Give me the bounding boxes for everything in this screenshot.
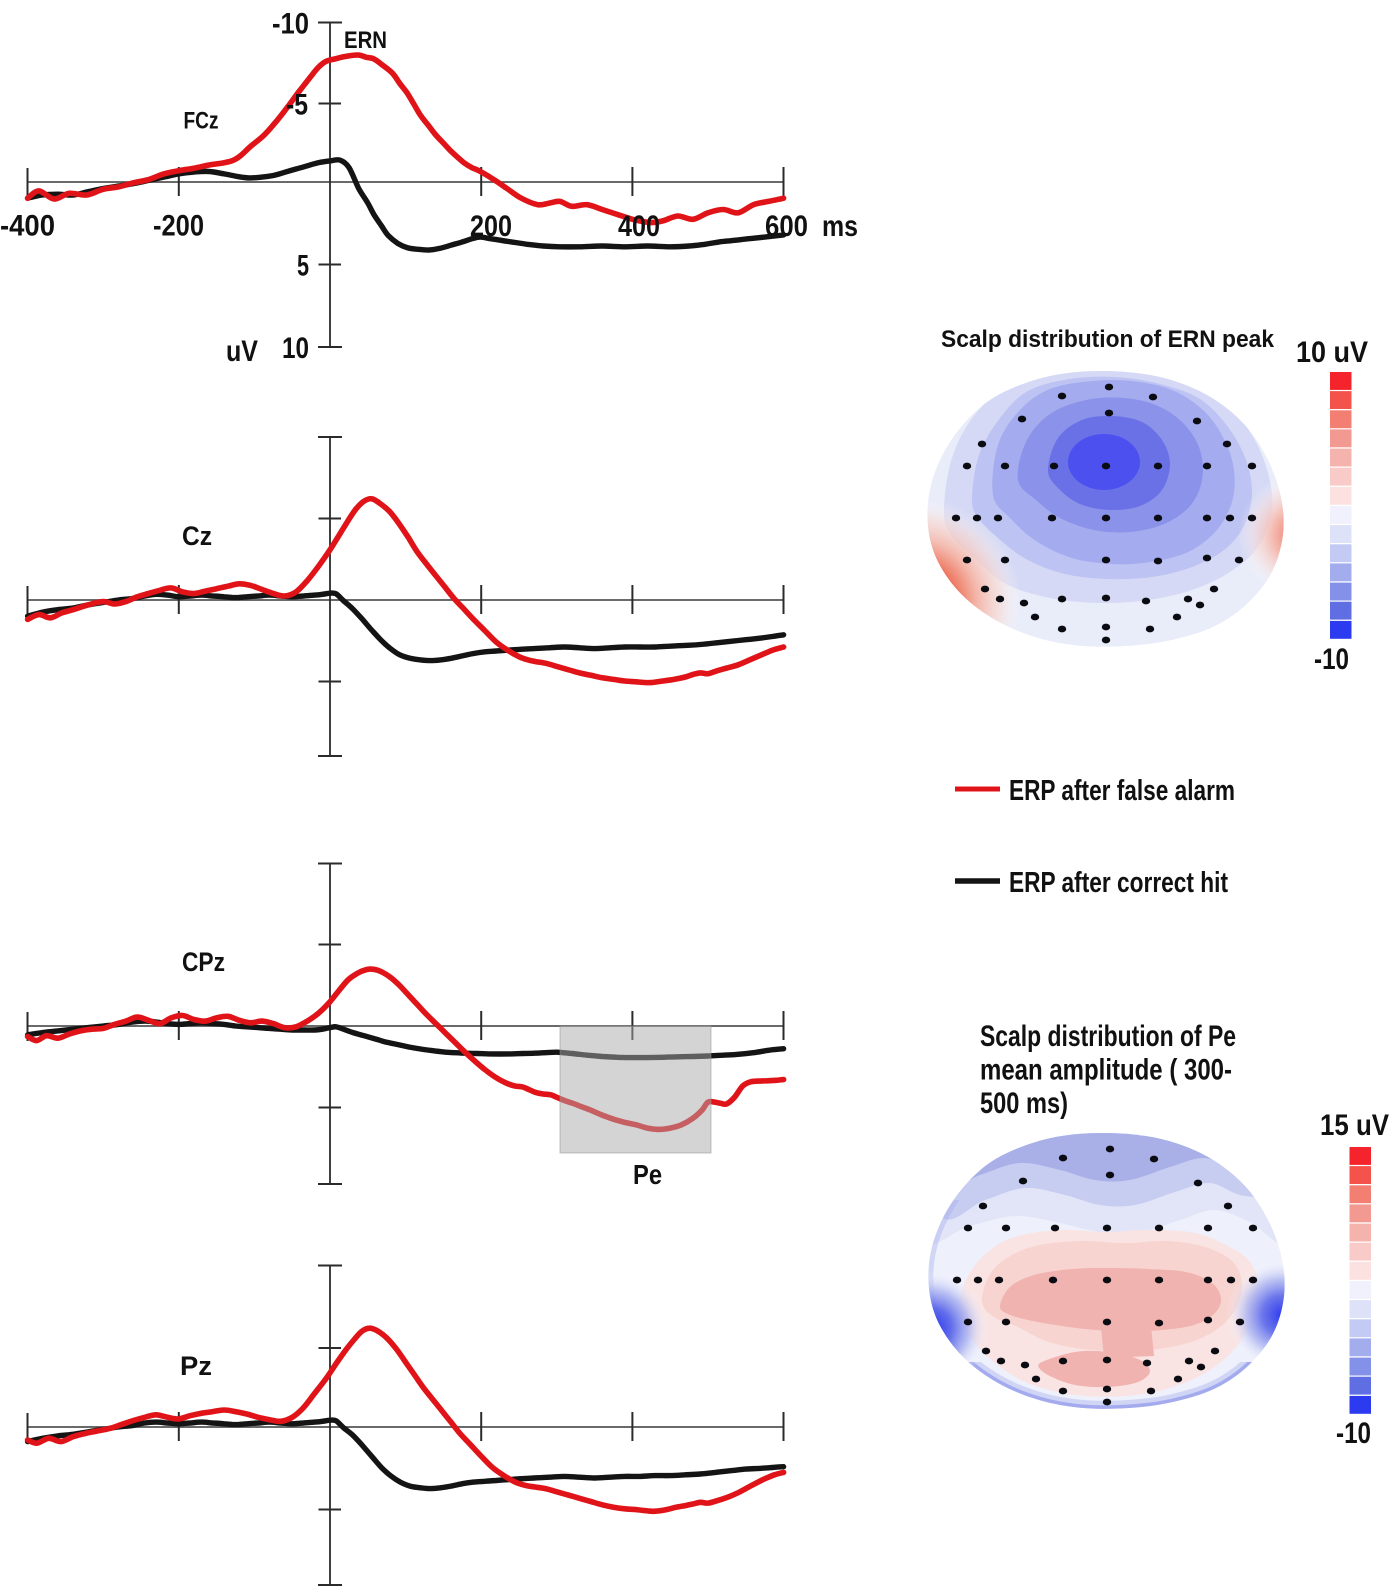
svg-text:-10: -10	[272, 8, 309, 41]
svg-text:-400: -400	[0, 210, 55, 243]
svg-text:Pe: Pe	[633, 1159, 662, 1190]
svg-text:Scalp distribution of ERN peak: Scalp distribution of ERN peak	[941, 326, 1275, 353]
svg-text:10 uV: 10 uV	[1296, 336, 1368, 369]
svg-text:CPz: CPz	[182, 947, 225, 977]
svg-text:ERN: ERN	[344, 27, 387, 54]
svg-text:10: 10	[282, 332, 309, 365]
svg-text:ms: ms	[822, 210, 858, 243]
svg-text:mean amplitude ( 300-: mean amplitude ( 300-	[980, 1054, 1232, 1087]
svg-text:Scalp distribution of Pe: Scalp distribution of Pe	[980, 1020, 1236, 1053]
svg-text:FCz: FCz	[184, 108, 219, 135]
svg-text:600: 600	[765, 210, 808, 243]
svg-text:-200: -200	[153, 210, 204, 243]
svg-text:200: 200	[470, 210, 512, 243]
svg-text:500 ms): 500 ms)	[980, 1087, 1068, 1120]
svg-text:uV: uV	[226, 335, 258, 368]
svg-text:-5: -5	[286, 89, 308, 122]
svg-text:ERP after false alarm: ERP after false alarm	[1009, 775, 1235, 807]
svg-text:ERP after correct hit: ERP after correct hit	[1009, 867, 1228, 899]
svg-text:5: 5	[297, 250, 309, 283]
svg-text:400: 400	[618, 210, 660, 243]
svg-text:-10: -10	[1336, 1417, 1371, 1450]
svg-text:Pz: Pz	[180, 1351, 212, 1381]
svg-text:15 uV: 15 uV	[1320, 1109, 1389, 1142]
svg-text:Cz: Cz	[182, 521, 212, 551]
svg-text:-10: -10	[1314, 643, 1349, 676]
